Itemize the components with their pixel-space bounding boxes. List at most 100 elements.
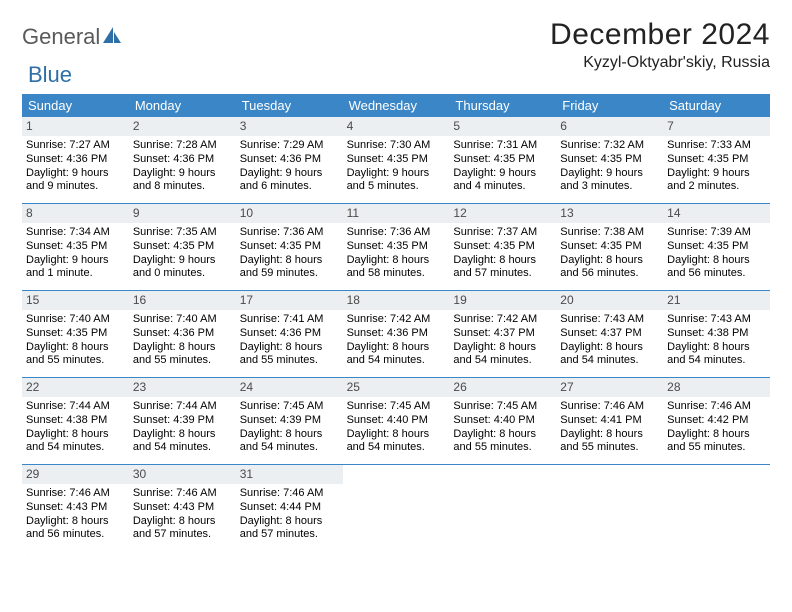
sunset-text: Sunset: 4:39 PM [133, 414, 232, 428]
sunrise-text: Sunrise: 7:45 AM [347, 400, 446, 414]
calendar-cell: 24Sunrise: 7:45 AMSunset: 4:39 PMDayligh… [236, 378, 343, 464]
daylight-text: Daylight: 9 hours and 2 minutes. [667, 167, 766, 195]
daylight-text: Daylight: 8 hours and 59 minutes. [240, 254, 339, 282]
daylight-text: Daylight: 8 hours and 55 minutes. [453, 428, 552, 456]
calendar-cell: 23Sunrise: 7:44 AMSunset: 4:39 PMDayligh… [129, 378, 236, 464]
sunrise-text: Sunrise: 7:36 AM [347, 226, 446, 240]
sunrise-text: Sunrise: 7:36 AM [240, 226, 339, 240]
daylight-text: Daylight: 9 hours and 1 minute. [26, 254, 125, 282]
sunrise-text: Sunrise: 7:30 AM [347, 139, 446, 153]
day-number: 4 [343, 117, 450, 136]
sunrise-text: Sunrise: 7:43 AM [667, 313, 766, 327]
calendar-cell: 6Sunrise: 7:32 AMSunset: 4:35 PMDaylight… [556, 117, 663, 203]
calendar-week: 22Sunrise: 7:44 AMSunset: 4:38 PMDayligh… [22, 378, 770, 465]
sunset-text: Sunset: 4:39 PM [240, 414, 339, 428]
day-number: 10 [236, 204, 343, 223]
sunset-text: Sunset: 4:35 PM [667, 153, 766, 167]
day-number: 27 [556, 378, 663, 397]
calendar-cell: 8Sunrise: 7:34 AMSunset: 4:35 PMDaylight… [22, 204, 129, 290]
sunrise-text: Sunrise: 7:44 AM [26, 400, 125, 414]
title-block: December 2024 Kyzyl-Oktyabr'skiy, Russia [550, 18, 770, 72]
page-title: December 2024 [550, 18, 770, 52]
sunset-text: Sunset: 4:35 PM [240, 240, 339, 254]
daylight-text: Daylight: 8 hours and 54 minutes. [667, 341, 766, 369]
calendar-cell: . [663, 465, 770, 551]
dow-thursday: Thursday [449, 94, 556, 117]
sunset-text: Sunset: 4:36 PM [240, 153, 339, 167]
sunset-text: Sunset: 4:35 PM [133, 240, 232, 254]
daylight-text: Daylight: 8 hours and 57 minutes. [453, 254, 552, 282]
daylight-text: Daylight: 8 hours and 57 minutes. [240, 515, 339, 543]
sunset-text: Sunset: 4:36 PM [133, 327, 232, 341]
sunrise-text: Sunrise: 7:44 AM [133, 400, 232, 414]
sunset-text: Sunset: 4:36 PM [133, 153, 232, 167]
day-number: 29 [22, 465, 129, 484]
sunrise-text: Sunrise: 7:46 AM [26, 487, 125, 501]
sunrise-text: Sunrise: 7:41 AM [240, 313, 339, 327]
sunrise-text: Sunrise: 7:27 AM [26, 139, 125, 153]
sunrise-text: Sunrise: 7:29 AM [240, 139, 339, 153]
sunrise-text: Sunrise: 7:42 AM [453, 313, 552, 327]
logo-word-blue: Blue [28, 62, 72, 88]
logo: General [22, 18, 122, 50]
day-number: 14 [663, 204, 770, 223]
sunset-text: Sunset: 4:35 PM [560, 153, 659, 167]
day-number: 2 [129, 117, 236, 136]
sunset-text: Sunset: 4:38 PM [667, 327, 766, 341]
day-number: 12 [449, 204, 556, 223]
sunset-text: Sunset: 4:40 PM [347, 414, 446, 428]
daylight-text: Daylight: 8 hours and 56 minutes. [26, 515, 125, 543]
calendar-cell: 27Sunrise: 7:46 AMSunset: 4:41 PMDayligh… [556, 378, 663, 464]
sunset-text: Sunset: 4:40 PM [453, 414, 552, 428]
calendar-cell: . [343, 465, 450, 551]
sunrise-text: Sunrise: 7:31 AM [453, 139, 552, 153]
calendar-cell: 12 Sunrise: 7:37 AMSunset: 4:35 PMDayligh… [449, 204, 556, 290]
day-of-week-header: Sunday Monday Tuesday Wednesday Thursday… [22, 94, 770, 117]
day-number: 3 [236, 117, 343, 136]
day-number: 13 [556, 204, 663, 223]
sunset-text: Sunset: 4:35 PM [26, 240, 125, 254]
calendar-cell: 5Sunrise: 7:31 AMSunset: 4:35 PMDaylight… [449, 117, 556, 203]
sunrise-text: Sunrise: 7:45 AM [453, 400, 552, 414]
calendar-cell: 21Sunrise: 7:43 AMSunset: 4:38 PMDayligh… [663, 291, 770, 377]
dow-friday: Friday [556, 94, 663, 117]
day-number: 24 [236, 378, 343, 397]
calendar-cell: 17Sunrise: 7:41 AMSunset: 4:36 PMDayligh… [236, 291, 343, 377]
sunset-text: Sunset: 4:43 PM [26, 501, 125, 515]
daylight-text: Daylight: 8 hours and 54 minutes. [133, 428, 232, 456]
sunrise-text: Sunrise: 7:32 AM [560, 139, 659, 153]
calendar: Sunday Monday Tuesday Wednesday Thursday… [22, 94, 770, 551]
calendar-cell: 31Sunrise: 7:46 AMSunset: 4:44 PMDayligh… [236, 465, 343, 551]
daylight-text: Daylight: 8 hours and 54 minutes. [560, 341, 659, 369]
sunrise-text: Sunrise: 7:40 AM [26, 313, 125, 327]
calendar-week: 8Sunrise: 7:34 AMSunset: 4:35 PMDaylight… [22, 204, 770, 291]
calendar-week: 15Sunrise: 7:40 AMSunset: 4:35 PMDayligh… [22, 291, 770, 378]
sunrise-text: Sunrise: 7:46 AM [133, 487, 232, 501]
day-number: 11 [343, 204, 450, 223]
day-number: 17 [236, 291, 343, 310]
daylight-text: Daylight: 8 hours and 54 minutes. [453, 341, 552, 369]
day-number: 18 [343, 291, 450, 310]
sunset-text: Sunset: 4:35 PM [453, 153, 552, 167]
calendar-cell: 26Sunrise: 7:45 AMSunset: 4:40 PMDayligh… [449, 378, 556, 464]
day-number: 6 [556, 117, 663, 136]
sunrise-text: Sunrise: 7:46 AM [667, 400, 766, 414]
day-number: 28 [663, 378, 770, 397]
location-label: Kyzyl-Oktyabr'skiy, Russia [550, 54, 770, 72]
sunset-text: Sunset: 4:41 PM [560, 414, 659, 428]
sunrise-text: Sunrise: 7:37 AM [453, 226, 552, 240]
sunset-text: Sunset: 4:37 PM [560, 327, 659, 341]
daylight-text: Daylight: 8 hours and 54 minutes. [347, 341, 446, 369]
daylight-text: Daylight: 9 hours and 6 minutes. [240, 167, 339, 195]
daylight-text: Daylight: 9 hours and 9 minutes. [26, 167, 125, 195]
day-number: 16 [129, 291, 236, 310]
day-number: 15 [22, 291, 129, 310]
sunrise-text: Sunrise: 7:42 AM [347, 313, 446, 327]
sunrise-text: Sunrise: 7:46 AM [240, 487, 339, 501]
dow-sunday: Sunday [22, 94, 129, 117]
calendar-cell: 4Sunrise: 7:30 AMSunset: 4:35 PMDaylight… [343, 117, 450, 203]
sunset-text: Sunset: 4:35 PM [453, 240, 552, 254]
calendar-cell: . [449, 465, 556, 551]
daylight-text: Daylight: 8 hours and 55 minutes. [26, 341, 125, 369]
calendar-cell: 16Sunrise: 7:40 AMSunset: 4:36 PMDayligh… [129, 291, 236, 377]
